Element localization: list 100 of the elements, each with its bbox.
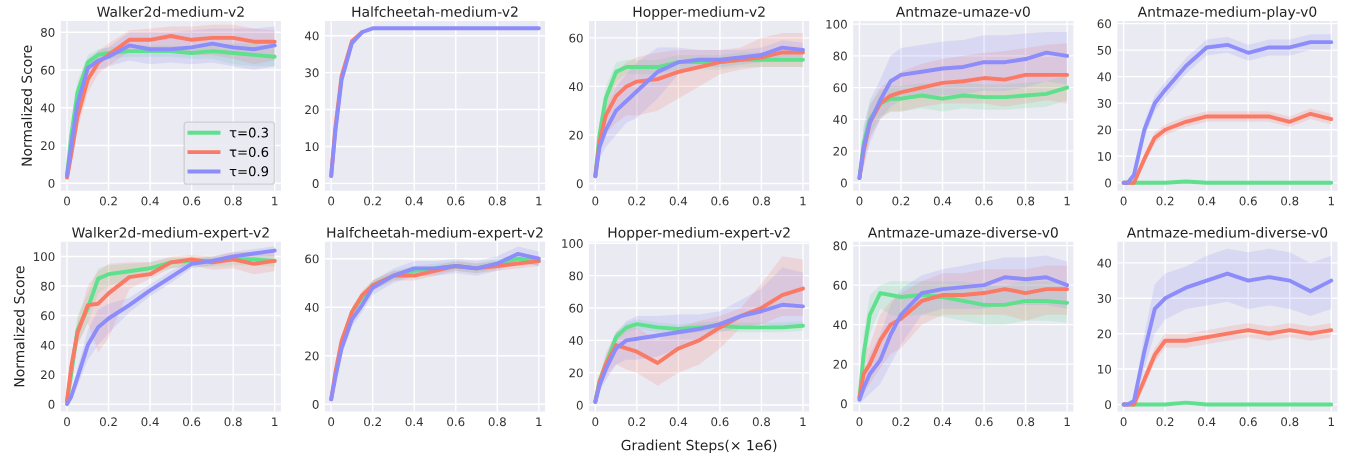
x-tick-label: 0.6 xyxy=(711,196,729,206)
x-tick-label: 0 xyxy=(64,196,70,206)
y-tick-label: 30 xyxy=(1097,294,1112,303)
x-tick-label: 1 xyxy=(272,417,278,427)
x-tick-label: 1 xyxy=(800,417,806,427)
x-tick-label: 0.4 xyxy=(669,417,688,427)
chart-title: Walker2d-medium-v2 xyxy=(97,6,244,17)
x-tick-label: 0 xyxy=(856,196,863,206)
y-tick-label: 0 xyxy=(48,178,55,188)
y-tick-label: 60 xyxy=(41,311,55,321)
chart-title: Antmaze-medium-play-v0 xyxy=(1137,6,1317,20)
chart-title: Hopper-medium-expert-v2 xyxy=(608,226,790,241)
y-tick-label: 100 xyxy=(34,252,55,262)
y-tick-label: 40 xyxy=(569,336,583,346)
y-tick-label: 80 xyxy=(41,27,55,37)
x-tick-label: 1 xyxy=(536,196,542,206)
x-tick-label: 1 xyxy=(536,417,542,427)
x-tick-label: 0 xyxy=(328,417,335,427)
chart-title: Antmaze-umaze-diverse-v0 xyxy=(867,226,1058,238)
y-tick-label: 40 xyxy=(1097,72,1112,82)
y-axis-title: Normalized Score xyxy=(13,266,25,387)
y-tick-label: 0 xyxy=(312,179,319,189)
x-tick-label: 0 xyxy=(1120,196,1127,206)
y-tick-label: 40 xyxy=(40,103,55,113)
y-tick-label: 20 xyxy=(569,368,583,378)
y-tick-label: 60 xyxy=(833,280,847,290)
x-tick-label: 0.6 xyxy=(1239,417,1257,427)
x-tick-label: 0.4 xyxy=(669,196,688,206)
x-tick-label: 0.8 xyxy=(1016,196,1035,206)
chart-title: Walker2d-medium-expert-v2 xyxy=(72,226,269,241)
y-tick-label: 80 xyxy=(833,241,847,251)
legend-label: τ=0.9 xyxy=(229,166,269,177)
legend-label: τ=0.6 xyxy=(229,146,269,157)
y-tick-label: 60 xyxy=(833,83,847,93)
x-tick-label: 0 xyxy=(64,417,70,427)
x-tick-label: 0.4 xyxy=(405,417,423,427)
x-tick-label: 0.2 xyxy=(628,196,646,206)
x-tick-label: 0 xyxy=(1120,417,1127,427)
y-tick-label: 80 xyxy=(569,271,583,281)
x-tick-label: 0.4 xyxy=(1198,417,1216,427)
x-tick-label: 0.6 xyxy=(975,196,993,206)
x-tick-label: 0.4 xyxy=(933,417,952,427)
x-tick-label: 1 xyxy=(800,196,806,206)
y-tick-label: 20 xyxy=(305,351,319,361)
chart-title: Halfcheetah-medium-expert-v2 xyxy=(327,226,543,241)
y-tick-label: 30 xyxy=(1097,98,1112,108)
y-tick-label: 20 xyxy=(305,105,319,115)
x-tick-label: 0.2 xyxy=(892,196,910,206)
x-tick-label: 0.2 xyxy=(892,417,910,427)
y-tick-label: 10 xyxy=(305,142,319,152)
y-tick-label: 80 xyxy=(41,281,55,291)
y-tick-label: 20 xyxy=(569,130,583,140)
y-tick-label: 30 xyxy=(305,68,319,78)
x-tick-label: 0.2 xyxy=(364,417,381,427)
y-tick-label: 60 xyxy=(569,303,583,313)
x-tick-label: 0.6 xyxy=(975,417,993,427)
x-tick-label: 0.8 xyxy=(1281,417,1299,427)
y-tick-label: 60 xyxy=(305,254,319,264)
x-tick-label: 0.6 xyxy=(711,417,729,427)
y-tick-label: 0 xyxy=(576,400,583,410)
y-tick-label: 80 xyxy=(833,51,847,61)
x-tick-label: 0.2 xyxy=(364,196,381,206)
x-tick-label: 0.2 xyxy=(1156,196,1174,206)
x-tick-label: 0.8 xyxy=(752,196,771,206)
y-tick-label: 0 xyxy=(840,178,847,188)
y-tick-label: 100 xyxy=(826,19,847,29)
y-tick-label: 40 xyxy=(833,320,847,330)
x-tick-label: 0.6 xyxy=(183,417,201,427)
y-tick-label: 20 xyxy=(833,146,847,156)
y-axis-title: Normalized Score xyxy=(21,45,32,166)
x-axis-title: Gradient Steps(× 1e6) xyxy=(621,439,777,454)
x-tick-label: 0.8 xyxy=(752,417,771,427)
y-tick-label: 10 xyxy=(1098,151,1112,161)
y-tick-label: 20 xyxy=(1097,329,1112,339)
y-tick-label: 60 xyxy=(1097,19,1112,29)
x-tick-label: 1 xyxy=(1328,417,1334,427)
x-tick-label: 0.6 xyxy=(447,196,465,206)
x-tick-label: 0 xyxy=(592,196,599,206)
x-tick-label: 1 xyxy=(1328,196,1334,206)
y-tick-label: 50 xyxy=(1097,45,1112,55)
y-tick-label: 0 xyxy=(1105,178,1112,188)
x-tick-label: 0.8 xyxy=(224,417,242,427)
x-tick-label: 0 xyxy=(856,417,863,427)
x-tick-label: 0.2 xyxy=(1156,417,1174,427)
y-tick-label: 40 xyxy=(1097,258,1112,268)
y-tick-label: 10 xyxy=(1098,364,1112,374)
chart-title: Antmaze-medium-diverse-v0 xyxy=(1126,226,1328,238)
x-tick-label: 0.6 xyxy=(1239,196,1257,206)
x-tick-label: 1 xyxy=(1064,417,1070,427)
y-tick-label: 20 xyxy=(41,141,55,151)
x-tick-label: 0.6 xyxy=(447,417,465,427)
y-tick-label: 20 xyxy=(41,370,55,380)
y-tick-label: 20 xyxy=(833,359,847,369)
y-tick-label: 40 xyxy=(40,340,55,350)
chart-title: Hopper-medium-v2 xyxy=(633,6,765,20)
y-tick-label: 0 xyxy=(1105,400,1112,410)
y-tick-label: 20 xyxy=(1097,125,1112,135)
y-tick-label: 40 xyxy=(833,115,847,124)
x-tick-label: 1 xyxy=(272,196,278,206)
x-tick-label: 0.4 xyxy=(141,417,159,427)
